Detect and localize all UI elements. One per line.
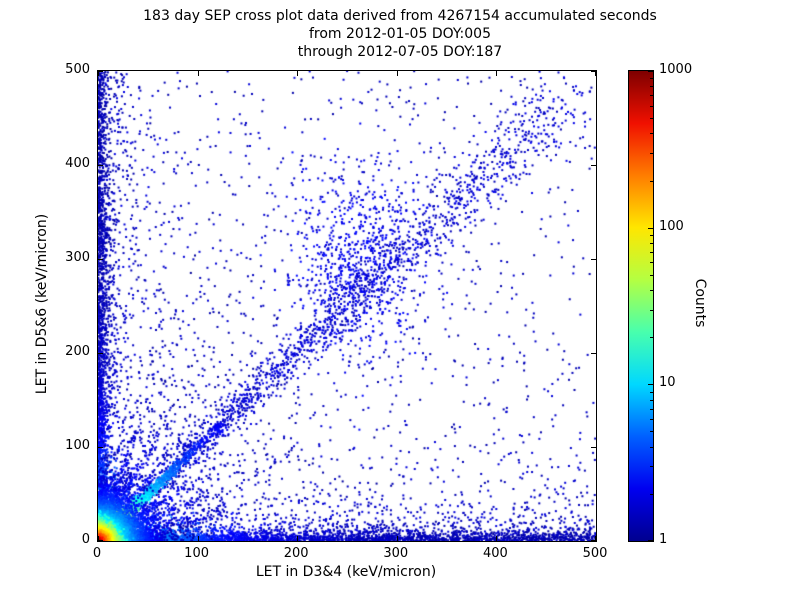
colorbar-minor-tick-mark xyxy=(650,431,653,433)
y-tick-mark xyxy=(591,259,596,260)
y-tick-label: 400 xyxy=(65,156,90,171)
x-tick-mark xyxy=(197,536,199,541)
x-tick-label: 400 xyxy=(482,546,508,561)
y-tick-mark xyxy=(98,165,103,166)
colorbar-minor-tick-mark xyxy=(650,274,653,276)
x-tick-mark xyxy=(396,71,398,76)
y-tick-label: 100 xyxy=(65,438,90,453)
chart-title: 183 day SEP cross plot data derived from… xyxy=(143,8,657,24)
colorbar-minor-tick-mark xyxy=(650,337,653,339)
colorbar-label: Counts xyxy=(692,278,708,328)
y-tick-mark xyxy=(591,165,596,166)
colorbar-minor-tick-mark xyxy=(650,262,653,264)
chart-subtitle-through: through 2012-07-05 DOY:187 xyxy=(297,44,503,60)
y-tick-mark xyxy=(591,71,596,72)
colorbar-minor-tick-mark xyxy=(650,78,653,80)
colorbar-minor-tick-mark xyxy=(650,290,653,291)
x-axis-label: LET in D3&4 (keV/micron) xyxy=(255,564,437,580)
x-tick-mark xyxy=(297,71,299,76)
y-tick-label: 300 xyxy=(65,250,90,265)
x-tick-label: 100 xyxy=(184,546,209,561)
scatter-canvas xyxy=(98,71,596,541)
x-tick-mark xyxy=(496,536,498,541)
x-tick-mark xyxy=(496,71,498,76)
y-tick-mark xyxy=(98,447,103,448)
colorbar-tick-label: 10 xyxy=(659,375,676,391)
colorbar-minor-tick-mark xyxy=(650,234,653,236)
colorbar-minor-tick-mark xyxy=(650,105,653,107)
colorbar-minor-tick-mark xyxy=(650,180,653,182)
colorbar-minor-tick-mark xyxy=(650,419,653,421)
x-tick-label: 500 xyxy=(582,546,608,561)
y-axis-label: LET in D5&6 (keV/micron) xyxy=(34,213,50,395)
y-tick-label: 500 xyxy=(65,62,90,77)
colorbar-minor-tick-mark xyxy=(650,242,653,244)
colorbar-minor-tick-mark xyxy=(650,118,653,120)
colorbar-minor-tick-mark xyxy=(650,133,653,135)
x-tick-label: 0 xyxy=(92,546,102,561)
colorbar-minor-tick-mark xyxy=(650,391,653,393)
x-tick-label: 200 xyxy=(283,546,309,561)
colorbar-minor-tick-mark xyxy=(650,152,653,154)
y-tick-mark xyxy=(98,540,103,541)
colorbar-minor-tick-mark xyxy=(650,446,653,448)
x-tick-mark xyxy=(98,536,99,541)
y-tick-mark xyxy=(591,353,596,354)
colorbar-tick-mark xyxy=(648,540,653,541)
colorbar-minor-tick-mark xyxy=(650,493,653,495)
colorbar-minor-tick-mark xyxy=(650,466,653,468)
x-tick-mark xyxy=(595,71,596,76)
x-tick-label: 300 xyxy=(383,546,409,561)
colorbar-tick-mark xyxy=(648,71,653,72)
y-tick-mark xyxy=(98,353,103,354)
y-tick-mark xyxy=(591,540,596,541)
x-tick-mark xyxy=(197,71,199,76)
colorbar-minor-tick-mark xyxy=(650,399,653,401)
colorbar-minor-tick-mark xyxy=(650,309,653,311)
plot-area xyxy=(97,70,597,542)
x-tick-mark xyxy=(595,536,596,541)
colorbar-tick-mark xyxy=(648,227,653,229)
colorbar-minor-tick-mark xyxy=(650,408,653,410)
y-tick-label: 200 xyxy=(65,344,90,359)
colorbar-tick-label: 100 xyxy=(659,218,684,234)
colorbar-tick-mark xyxy=(648,384,653,386)
colorbar-tick-label: 1000 xyxy=(659,62,693,77)
colorbar-minor-tick-mark xyxy=(650,95,653,97)
colorbar xyxy=(628,70,654,542)
colorbar-minor-tick-mark xyxy=(650,86,653,88)
y-tick-mark xyxy=(591,447,596,448)
x-tick-mark xyxy=(297,536,299,541)
colorbar-tick-label: 1 xyxy=(659,532,668,547)
y-tick-mark xyxy=(98,259,103,260)
colorbar-gradient xyxy=(629,71,653,541)
y-tick-mark xyxy=(98,71,103,72)
x-tick-mark xyxy=(98,71,99,76)
x-tick-mark xyxy=(396,536,398,541)
y-tick-label: 0 xyxy=(81,532,90,547)
colorbar-minor-tick-mark xyxy=(650,251,653,253)
chart-subtitle-from: from 2012-01-05 DOY:005 xyxy=(308,26,491,42)
